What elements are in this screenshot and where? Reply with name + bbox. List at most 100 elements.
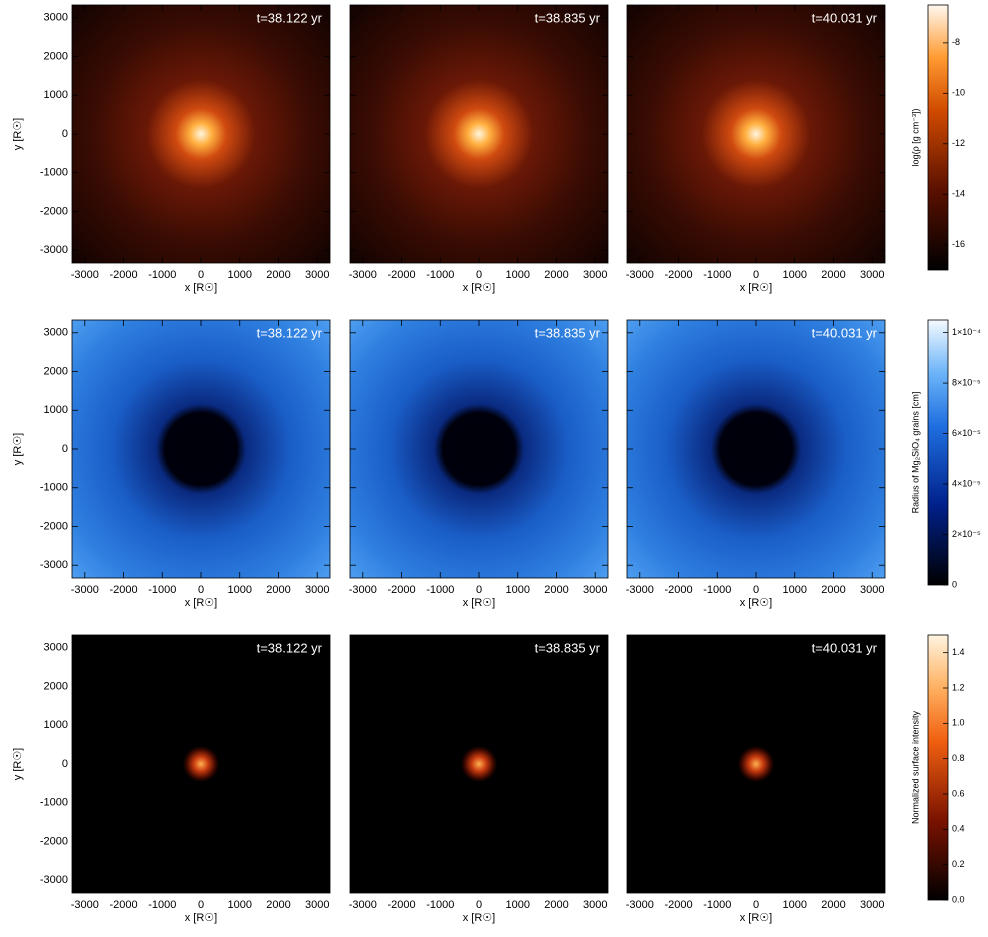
y-tick-label: -1000: [40, 167, 68, 179]
colorbar-tick-label: 0.6: [952, 788, 965, 798]
x-tick-label: -2000: [387, 584, 415, 596]
x-tick-label: -3000: [349, 269, 377, 281]
x-tick-label: -3000: [71, 269, 99, 281]
x-tick-label: 1000: [227, 899, 251, 911]
x-tick-label: -1000: [703, 269, 731, 281]
y-tick-label: 3000: [44, 327, 68, 339]
colorbar-tick-label: 0.4: [952, 824, 965, 834]
y-tick-label: 3000: [44, 642, 68, 654]
x-tick-label: 2000: [544, 899, 568, 911]
y-tick-label: 3000: [44, 12, 68, 24]
panel-frame: [626, 634, 886, 894]
x-tick-label: 2000: [821, 899, 845, 911]
x-tick-label: 0: [753, 899, 759, 911]
x-tick-label: 3000: [583, 269, 607, 281]
y-tick-label: 1000: [44, 404, 68, 416]
panel-image: [72, 320, 330, 578]
y-tick-label: 2000: [44, 50, 68, 62]
colorbar-tick-label: 4×10⁻⁵: [952, 478, 981, 488]
colorbar-tick-label: 0.8: [952, 753, 965, 763]
panel-image: [72, 5, 330, 263]
y-tick-label: -1000: [40, 797, 68, 809]
x-tick-label: 1000: [505, 899, 529, 911]
panel-frame: [71, 634, 331, 894]
x-tick-label: -1000: [703, 899, 731, 911]
colorbar-tick-label: 0.2: [952, 859, 965, 869]
x-tick-label: 1000: [782, 584, 806, 596]
panel-title: t=40.031 yr: [812, 640, 878, 655]
colorbar-label: Normalized surface intensity: [910, 710, 920, 824]
panel-title: t=40.031 yr: [812, 10, 878, 25]
y-tick-label: -2000: [40, 835, 68, 847]
colorbar-tick-label: 1×10⁻⁴: [952, 327, 981, 337]
x-tick-label: 1000: [505, 584, 529, 596]
x-tick-label: -1000: [148, 584, 176, 596]
y-tick-label: 2000: [44, 365, 68, 377]
colorbar: [928, 320, 948, 585]
x-tick-label: -1000: [148, 269, 176, 281]
panel-frame: [349, 319, 609, 579]
y-tick-label: -2000: [40, 520, 68, 532]
x-tick-label: 0: [198, 899, 204, 911]
x-tick-label: 0: [753, 584, 759, 596]
x-tick-label: -1000: [703, 584, 731, 596]
y-tick-label: 1000: [44, 719, 68, 731]
x-tick-label: -3000: [71, 584, 99, 596]
colorbar-tick-label: -16: [952, 239, 965, 249]
x-axis-label: x [R☉]: [463, 912, 495, 924]
y-tick-label: -1000: [40, 482, 68, 494]
x-tick-label: -1000: [426, 899, 454, 911]
x-axis-label: x [R☉]: [740, 597, 772, 609]
panel-image: [627, 320, 885, 578]
colorbar: [928, 635, 948, 900]
x-axis-label: x [R☉]: [740, 912, 772, 924]
y-tick-label: 1000: [44, 89, 68, 101]
x-tick-label: 3000: [305, 584, 329, 596]
x-tick-label: -2000: [387, 269, 415, 281]
x-tick-label: 0: [198, 584, 204, 596]
y-tick-label: 2000: [44, 680, 68, 692]
x-tick-label: -2000: [109, 584, 137, 596]
x-tick-label: -1000: [148, 899, 176, 911]
colorbar-tick-label: 1.2: [952, 682, 965, 692]
colorbar-tick-label: 0.0: [952, 894, 965, 904]
panel-title: t=38.835 yr: [535, 640, 601, 655]
colorbar-tick-label: -14: [952, 189, 965, 199]
panel-title: t=38.122 yr: [257, 325, 323, 340]
panel-title: t=40.031 yr: [812, 325, 878, 340]
y-tick-label: 0: [62, 758, 68, 770]
y-tick-label: -3000: [40, 559, 68, 571]
colorbar-label: Radius of Mg₂SiO₄ grains [cm]: [910, 392, 920, 514]
colorbar-tick-label: -12: [952, 138, 965, 148]
y-tick-label: -3000: [40, 874, 68, 886]
panel-image: [627, 5, 885, 263]
panel-image: [350, 5, 608, 263]
colorbar-frame: [927, 319, 949, 586]
colorbar-tick-label: 8×10⁻⁵: [952, 377, 981, 387]
x-tick-label: 2000: [266, 269, 290, 281]
x-axis-label: x [R☉]: [463, 282, 495, 294]
x-tick-label: 1000: [782, 899, 806, 911]
x-tick-label: 1000: [227, 584, 251, 596]
x-tick-label: 3000: [860, 269, 884, 281]
x-tick-label: -2000: [664, 269, 692, 281]
x-tick-label: 3000: [860, 584, 884, 596]
x-tick-label: 0: [753, 269, 759, 281]
x-tick-label: 1000: [782, 269, 806, 281]
x-tick-label: 0: [198, 269, 204, 281]
panel-image: [350, 320, 608, 578]
panel-image: [350, 635, 608, 893]
y-axis-label: y [R☉]: [12, 118, 24, 150]
x-tick-label: 1000: [505, 269, 529, 281]
x-axis-label: x [R☉]: [740, 282, 772, 294]
colorbar: [928, 5, 948, 270]
colorbar-tick-label: 1.0: [952, 718, 965, 728]
x-axis-label: x [R☉]: [185, 282, 217, 294]
x-tick-label: -2000: [664, 899, 692, 911]
x-tick-label: -2000: [109, 899, 137, 911]
panel-title: t=38.835 yr: [535, 325, 601, 340]
panel-image: [72, 635, 330, 893]
y-tick-label: 0: [62, 443, 68, 455]
colorbar-tick-label: 1.4: [952, 647, 965, 657]
